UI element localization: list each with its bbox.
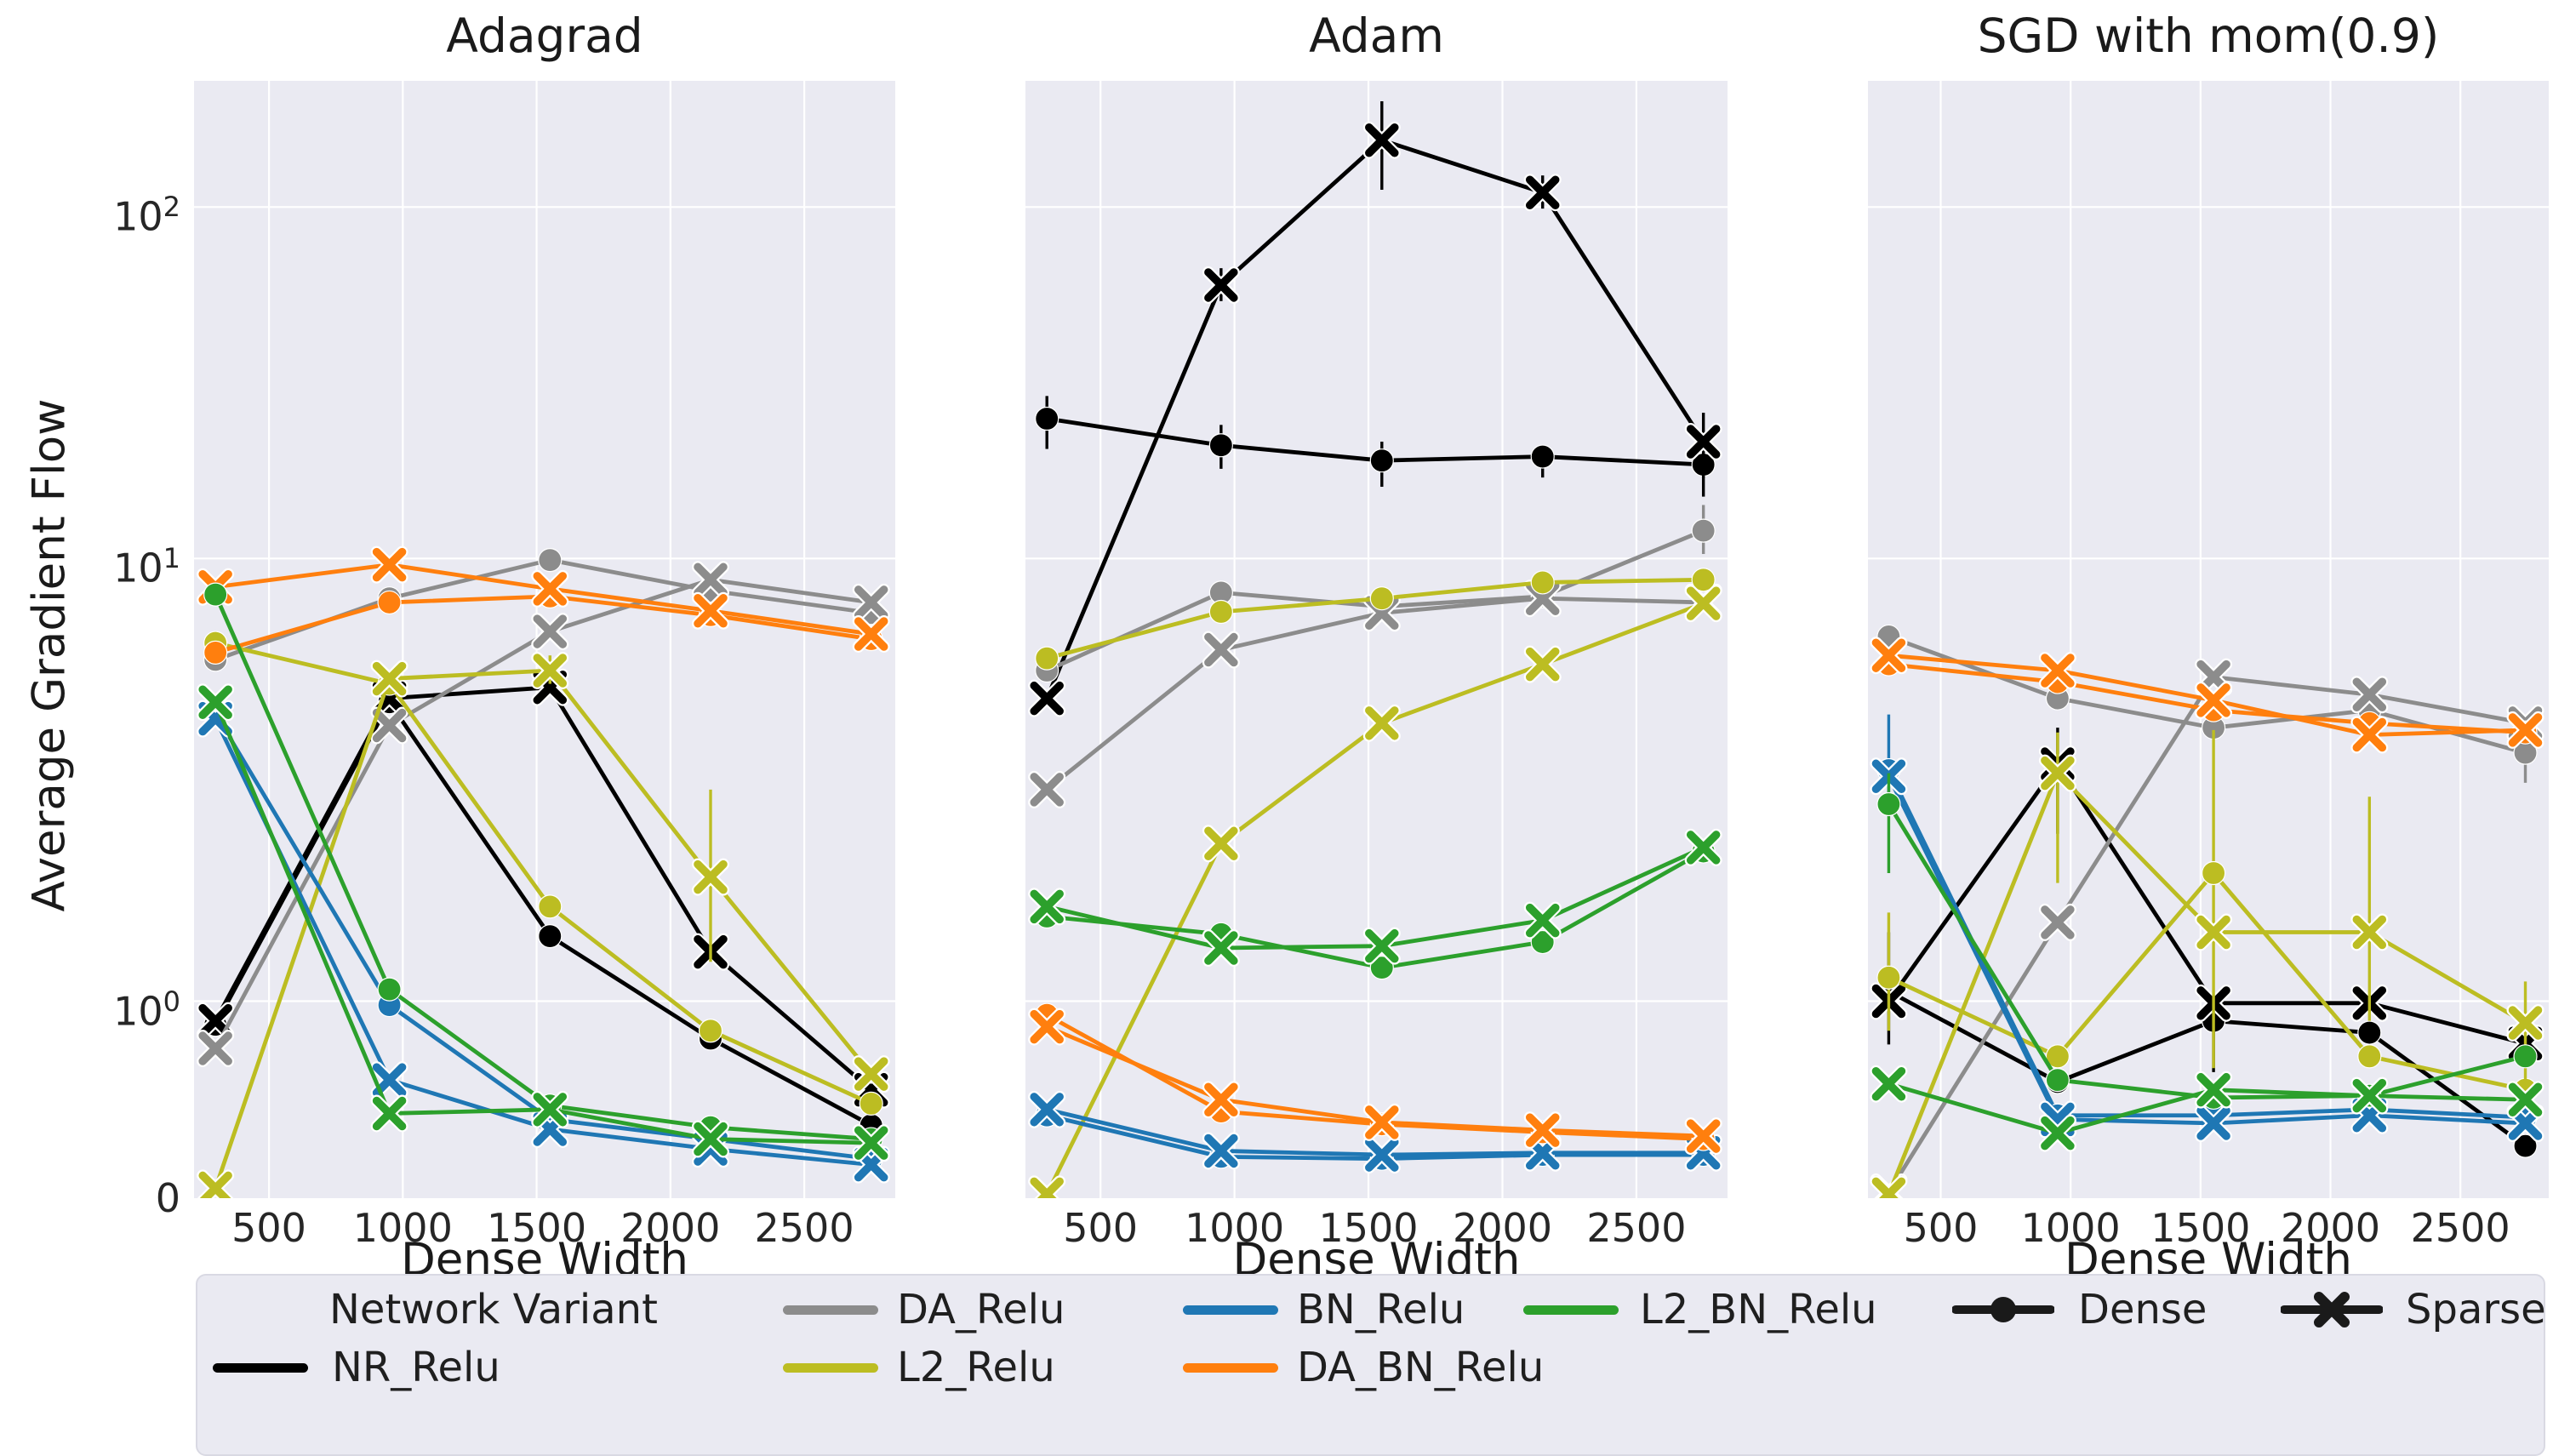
x-tick-500: 500	[1063, 1205, 1139, 1251]
series-L2_BN_Relu-dense	[1035, 839, 1716, 980]
plot-area-adagrad	[194, 81, 895, 1198]
legend-swatch-l2-bn-relu	[1523, 1305, 1619, 1315]
legend-label-l2-relu: L2_Relu	[897, 1344, 1055, 1391]
series-L2_BN_Relu-sparse	[197, 683, 890, 1162]
panel-title-sgd: SGD with mom(0.9)	[1977, 9, 2440, 63]
x-tick-2000: 2000	[2280, 1205, 2381, 1251]
y-tick-10e2: 102	[113, 191, 180, 240]
x-tick-1000: 1000	[352, 1205, 453, 1251]
x-tick-2000: 2000	[1452, 1205, 1553, 1251]
x-tick-1500: 1500	[487, 1205, 587, 1251]
x-tick-2500: 2500	[754, 1205, 854, 1251]
y-axis-label: Average Gradient Flow	[23, 398, 76, 912]
y-tick-10e0: 100	[113, 985, 180, 1034]
legend-swatch-bn-relu	[1183, 1305, 1278, 1315]
legend-title: Network Variant	[329, 1286, 658, 1333]
series-L2_Relu-sparse	[1870, 732, 2544, 1198]
x-tick-500: 500	[231, 1205, 306, 1251]
x-tick-2500: 2500	[1586, 1205, 1687, 1251]
series-DA_BN_Relu-sparse	[1028, 1008, 1722, 1156]
panel-title-adagrad: Adagrad	[446, 9, 643, 63]
legend-swatch-l2-relu	[783, 1363, 878, 1373]
x-tick-1500: 1500	[2150, 1205, 2251, 1251]
series-L2_BN_Relu-sparse	[1028, 828, 1722, 967]
series-L2_Relu-sparse	[1028, 585, 1722, 1198]
series-NR_Relu-sparse	[1028, 101, 1722, 717]
legend: Network Variant DA_Relu BN_Relu L2_BN_Re…	[196, 1274, 2546, 1456]
plot-area-adam	[1025, 81, 1728, 1198]
legend-label-l2-bn-relu: L2_BN_Relu	[1640, 1286, 1877, 1333]
x-tick-1500: 1500	[1318, 1205, 1419, 1251]
panel-canvas	[1868, 81, 2549, 1198]
panel-title-adam: Adam	[1309, 9, 1444, 63]
panel-canvas	[1025, 81, 1728, 1198]
legend-swatch-da-bn-relu	[1183, 1363, 1278, 1373]
series-L2_Relu-sparse	[197, 651, 890, 1198]
legend-swatch-da-relu	[783, 1305, 878, 1315]
legend-label-dense: Dense	[2078, 1286, 2207, 1333]
legend-label-sparse: Sparse	[2406, 1286, 2546, 1333]
legend-label-da-bn-relu: DA_BN_Relu	[1297, 1344, 1545, 1391]
x-tick-1000: 1000	[2020, 1205, 2121, 1251]
legend-label-da-relu: DA_Relu	[897, 1286, 1065, 1333]
legend-label-nr-relu: NR_Relu	[332, 1344, 500, 1391]
dense-marker-icon	[1951, 1288, 2055, 1335]
plot-area-sgd	[1868, 81, 2549, 1198]
legend-label-bn-relu: BN_Relu	[1297, 1286, 1465, 1333]
legend-swatch-nr-relu	[213, 1363, 308, 1373]
x-tick-2500: 2500	[2410, 1205, 2510, 1251]
series-DA_BN_Relu-sparse	[1870, 637, 2544, 754]
y-tick-0: 0	[155, 1175, 180, 1221]
x-tick-1000: 1000	[1185, 1205, 1285, 1251]
x-tick-2000: 2000	[620, 1205, 721, 1251]
series-L2_Relu-dense	[1035, 568, 1716, 671]
series-L2_BN_Relu-sparse	[1870, 1065, 2544, 1152]
panel-canvas	[194, 81, 895, 1198]
y-tick-10e1: 101	[113, 542, 180, 591]
series-DA_Relu-sparse	[197, 561, 890, 1068]
x-tick-500: 500	[1903, 1205, 1979, 1251]
sparse-marker-icon	[2280, 1288, 2384, 1335]
figure-root: { "chart_data": { "type": "line", "title…	[23, 9, 2549, 1456]
series-BN_Relu-sparse	[1870, 757, 2544, 1143]
